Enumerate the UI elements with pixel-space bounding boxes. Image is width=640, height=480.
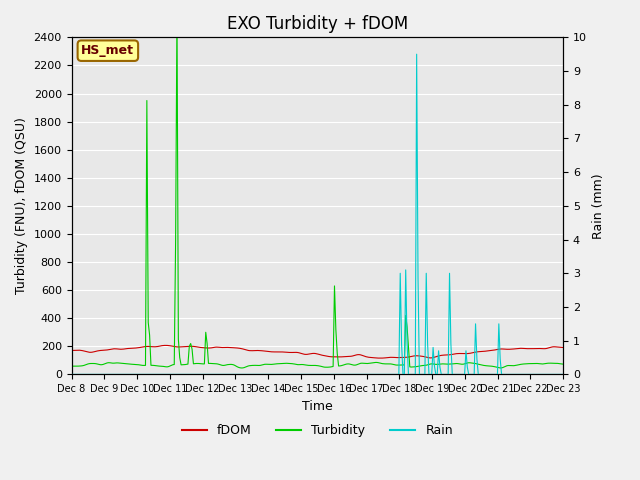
X-axis label: Time: Time [302, 400, 333, 413]
Title: EXO Turbidity + fDOM: EXO Turbidity + fDOM [227, 15, 408, 33]
Legend: fDOM, Turbidity, Rain: fDOM, Turbidity, Rain [177, 420, 458, 442]
Y-axis label: Turbidity (FNU), fDOM (QSU): Turbidity (FNU), fDOM (QSU) [15, 118, 28, 294]
Y-axis label: Rain (mm): Rain (mm) [593, 173, 605, 239]
Text: HS_met: HS_met [81, 44, 134, 57]
